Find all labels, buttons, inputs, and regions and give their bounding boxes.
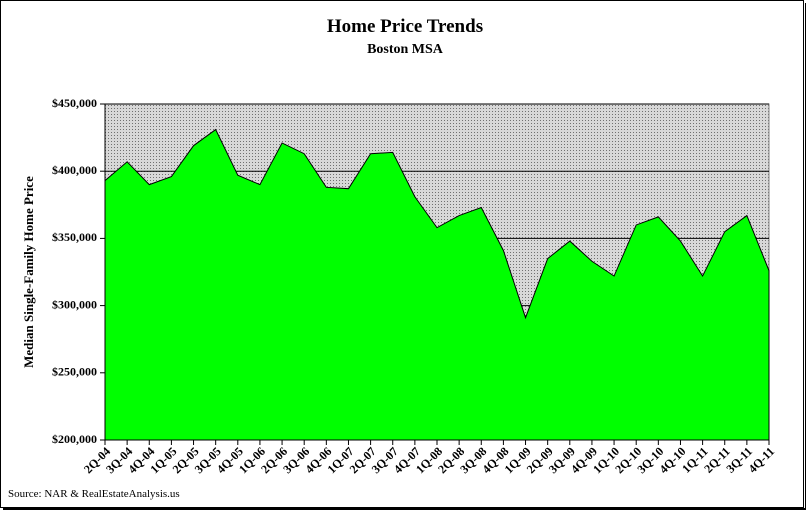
y-tick-label: $400,000 — [52, 163, 97, 177]
y-tick-label: $250,000 — [52, 365, 97, 379]
y-tick-label: $350,000 — [52, 230, 97, 244]
frame-shadow — [3, 508, 806, 510]
source-note: Source: NAR & RealEstateAnalysis.us — [8, 488, 180, 500]
y-axis-label: Median Single-Family Home Price — [21, 176, 36, 368]
area — [104, 128, 770, 441]
chart-title: Home Price Trends — [327, 16, 483, 37]
y-tick-label: $200,000 — [52, 432, 97, 446]
chart-subtitle: Boston MSA — [367, 42, 444, 57]
y-tick-label: $450,000 — [52, 96, 97, 110]
y-tick-label: $300,000 — [52, 297, 97, 311]
